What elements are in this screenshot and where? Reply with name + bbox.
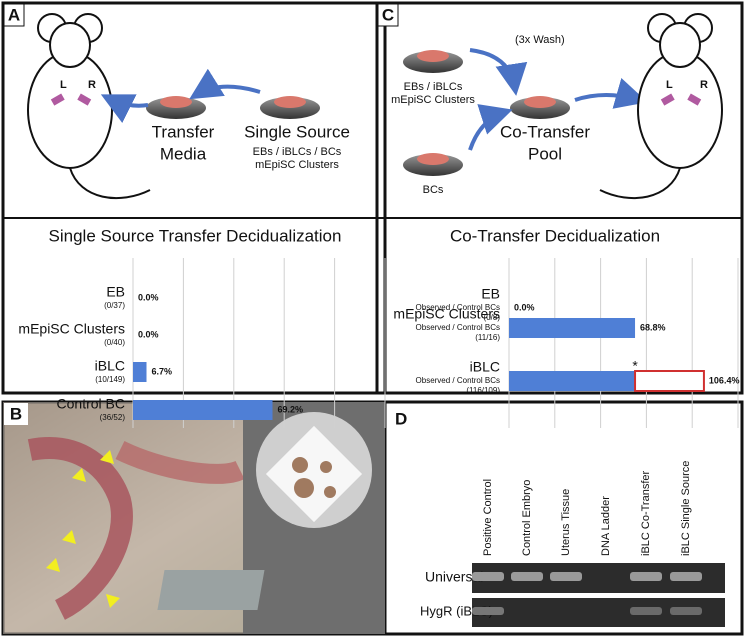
row-label: Universal xyxy=(425,569,483,585)
category-count: (0/8) xyxy=(484,313,501,322)
lane-label: iBLC Single Source xyxy=(680,461,692,556)
value-label: 0.0% xyxy=(138,329,159,339)
band xyxy=(670,607,702,615)
caption: (3x Wash) xyxy=(515,34,565,46)
section xyxy=(157,570,265,610)
panel-frame xyxy=(1,1,387,395)
panel-label: D xyxy=(395,409,407,428)
category-count: (116/109) xyxy=(466,386,500,395)
category-label: EB xyxy=(481,286,500,302)
chart-title: Single Source Transfer Decidualization xyxy=(49,226,342,245)
band xyxy=(472,607,504,615)
band xyxy=(670,572,702,581)
caption: Transfer xyxy=(152,122,215,141)
media xyxy=(524,96,556,108)
band xyxy=(630,607,662,615)
category-label: iBLC xyxy=(470,359,500,375)
category-sublabel: Observed / Control BCs xyxy=(416,303,500,312)
lane-label: iBLC Co-Transfer xyxy=(640,470,652,556)
label-box xyxy=(3,3,25,27)
category-count: (36/52) xyxy=(100,413,126,422)
label-box xyxy=(4,403,28,425)
media xyxy=(417,50,449,62)
annotation: * xyxy=(632,358,638,374)
arrow xyxy=(468,104,513,151)
bar xyxy=(133,362,147,382)
lane-label: Uterus Tissue xyxy=(560,489,572,556)
caption: mEpiSC Clusters xyxy=(255,159,339,171)
media xyxy=(274,96,306,108)
category-count: (0/40) xyxy=(104,338,125,347)
category-label: mEpiSC Clusters xyxy=(18,321,125,337)
caption: EBs / iBLCs / BCs xyxy=(253,146,342,158)
chart-title: Co-Transfer Decidualization xyxy=(450,226,660,245)
value-label: 0.0% xyxy=(138,292,159,302)
category-count: (11/16) xyxy=(475,333,500,342)
panel-label: B xyxy=(10,404,22,423)
band xyxy=(550,572,582,581)
caption: Media xyxy=(160,144,207,163)
bar xyxy=(133,400,273,420)
media xyxy=(417,153,449,165)
category-count: (0/37) xyxy=(104,301,125,310)
panel-label: C xyxy=(382,5,394,24)
media xyxy=(160,96,192,108)
caption: BCs xyxy=(423,184,444,196)
lane-label: Control Embryo xyxy=(521,480,533,556)
value-label: 106.4% xyxy=(709,375,740,385)
arrow xyxy=(189,68,261,100)
mouse-label: L xyxy=(666,79,673,91)
mouse-label: R xyxy=(88,79,96,91)
caption: Co-Transfer xyxy=(500,122,590,141)
category-count: (10/149) xyxy=(95,375,125,384)
lane-label: Positive Control xyxy=(482,479,494,556)
caption: EBs / iBLCs xyxy=(404,81,463,93)
label-box xyxy=(377,3,399,27)
arrow xyxy=(574,78,648,109)
value-label: 6.7% xyxy=(152,366,173,376)
value-label: 68.8% xyxy=(640,322,666,332)
arrowheads xyxy=(46,450,120,608)
caption: mEpiSC Clusters xyxy=(391,94,475,106)
category-label: Control BC xyxy=(57,396,125,412)
category-sublabel: Observed / Control BCs xyxy=(416,376,500,385)
bar xyxy=(509,318,636,338)
band xyxy=(511,572,543,581)
lane-label: DNA Ladder xyxy=(600,496,612,556)
value-label: 69.2% xyxy=(278,404,304,414)
category-label: iBLC xyxy=(95,358,125,374)
category-label: EB xyxy=(106,284,125,300)
mouse-label: R xyxy=(700,79,708,91)
band xyxy=(630,572,662,581)
category-sublabel: Observed / Control BCs xyxy=(416,323,500,332)
arrow xyxy=(469,48,528,96)
value-label: 0.0% xyxy=(514,302,535,312)
uterus xyxy=(115,440,245,484)
highlight-box xyxy=(634,370,705,392)
band xyxy=(472,572,504,581)
uterus xyxy=(27,437,133,620)
mouse-label: L xyxy=(60,79,67,91)
panel-frame xyxy=(375,1,744,395)
caption: Pool xyxy=(528,144,562,163)
gel-block xyxy=(265,425,363,523)
panel-label: A xyxy=(8,5,20,24)
caption: Single Source xyxy=(244,122,350,141)
mouse xyxy=(599,13,723,200)
category-label: mEpiSC Clusters xyxy=(393,306,500,322)
arrow xyxy=(100,94,149,124)
